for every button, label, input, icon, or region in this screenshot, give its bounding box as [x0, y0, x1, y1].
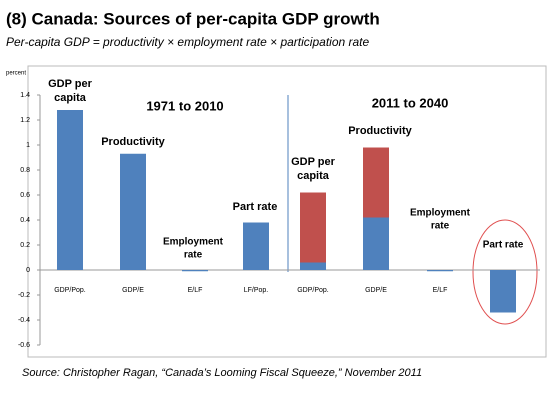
annotation: Employment	[163, 237, 224, 248]
bar	[363, 217, 389, 270]
y-tick-label: -0.6	[18, 342, 30, 349]
bar	[427, 270, 453, 272]
y-axis-label: percent	[6, 71, 26, 77]
annotation: Part rate	[483, 240, 524, 251]
y-tick-label: -0.2	[18, 292, 30, 299]
bar	[490, 270, 516, 313]
x-tick-label: GDP/Pop.	[54, 287, 86, 294]
x-tick-label: GDP/E	[365, 287, 387, 294]
bar	[120, 153, 146, 270]
annotation: 2011 to 2040	[372, 95, 449, 110]
y-tick-label: 0.4	[20, 217, 30, 224]
x-tick-label: E/LF	[433, 287, 448, 294]
chart-title: (8) Canada: Sources of per-capita GDP gr…	[6, 9, 380, 28]
bar	[300, 192, 326, 263]
x-tick-label: GDP/E	[122, 287, 144, 294]
chart-frame	[27, 65, 547, 358]
annotation: Part rate	[233, 201, 278, 213]
y-tick-label: 0.6	[20, 192, 30, 199]
highlight-circle	[472, 219, 538, 325]
y-tick-label: 1	[26, 142, 30, 149]
annotation: Employment	[410, 208, 471, 219]
y-tick-label: 0	[26, 267, 30, 274]
bar	[363, 147, 389, 218]
y-tick-label: 1.2	[20, 117, 30, 124]
x-tick-label: LF/Pop.	[244, 287, 269, 294]
bar	[182, 270, 208, 272]
annotation: capita	[54, 92, 87, 104]
chart-subtitle: Per-capita GDP = productivity × employme…	[6, 35, 370, 49]
bar	[300, 262, 326, 270]
x-tick-label: GDP/Pop.	[297, 287, 329, 294]
annotation: GDP per	[48, 78, 93, 90]
x-tick-label: E/LF	[188, 287, 203, 294]
y-tick-label: -0.4	[18, 317, 30, 324]
annotation: Productivity	[101, 136, 165, 148]
y-tick-label: 0.8	[20, 167, 30, 174]
annotation: 1971 to 2010	[146, 98, 223, 113]
bar	[57, 110, 83, 270]
annotation: Productivity	[348, 125, 412, 137]
bar	[243, 222, 269, 270]
source: Source: Christopher Ragan, “Canada’s Loo…	[22, 367, 422, 379]
annotation: capita	[297, 170, 330, 182]
y-tick-label: 1.4	[20, 92, 30, 99]
annotation: rate	[184, 250, 203, 261]
y-tick-label: 0.2	[20, 242, 30, 249]
annotation: rate	[431, 221, 450, 232]
annotation: GDP per	[291, 156, 336, 168]
